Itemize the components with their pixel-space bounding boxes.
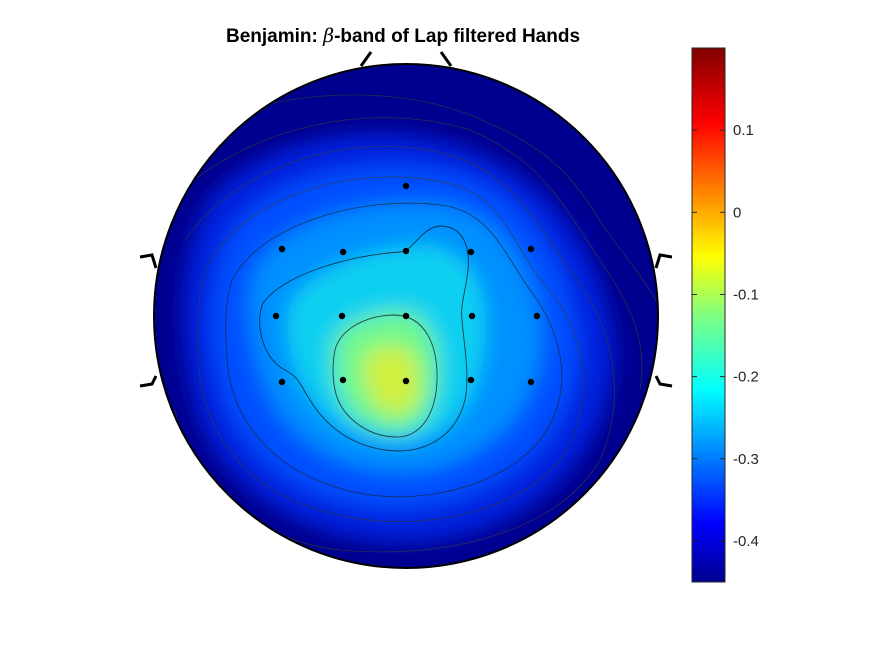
head-outline — [153, 63, 659, 569]
electrode — [402, 182, 410, 190]
contour-line — [225, 202, 563, 498]
nose-marker — [359, 51, 453, 67]
electrode — [402, 312, 410, 320]
electrode — [527, 378, 535, 386]
electrode — [402, 377, 410, 385]
contour-line — [154, 94, 658, 321]
electrode — [339, 248, 347, 256]
contour-line — [169, 117, 643, 391]
heat-level-6 — [363, 345, 420, 415]
electrode — [339, 376, 347, 384]
colorbar-ticks: 0.1 0 -0.1 -0.2 -0.3 -0.4 — [692, 122, 759, 550]
colorbar-tick-label: 0 — [733, 204, 741, 221]
electrode — [278, 245, 286, 253]
contour-lines — [154, 94, 658, 553]
contour-line — [332, 314, 438, 438]
chart-title-suffix: -band of Lap filtered Hands — [334, 26, 580, 47]
electrode — [468, 312, 476, 320]
colorbar-tick-label: -0.2 — [733, 369, 759, 386]
colorbar-tick-label: -0.3 — [733, 451, 759, 468]
electrode — [272, 312, 280, 320]
electrode — [467, 248, 475, 256]
colorbar-tick-label: -0.1 — [733, 286, 759, 303]
electrodes — [272, 182, 541, 386]
electrode — [402, 247, 410, 255]
colorbar-tick-label: -0.4 — [733, 533, 759, 550]
right-ear-marker — [654, 253, 673, 388]
electrode — [533, 312, 541, 320]
contour-line — [197, 176, 584, 522]
beta-symbol: β — [322, 25, 334, 47]
heatmap-surface — [183, 133, 614, 543]
colorbar-frame — [691, 47, 726, 583]
left-ear-marker — [139, 253, 158, 388]
electrode — [278, 378, 286, 386]
electrode — [527, 245, 535, 253]
electrode — [338, 312, 346, 320]
colorbar: 0.1 0 -0.1 -0.2 -0.3 -0.4 — [691, 47, 759, 583]
colorbar-tick-label: 0.1 — [733, 122, 754, 139]
electrode — [467, 376, 475, 384]
chart-title: Benjamin: β-band of Lap filtered Hands — [226, 25, 580, 47]
colorbar-gradient — [692, 48, 725, 582]
head-outline-group — [139, 51, 673, 569]
chart-title-prefix: Benjamin: — [226, 26, 323, 47]
contour-line — [174, 146, 615, 553]
